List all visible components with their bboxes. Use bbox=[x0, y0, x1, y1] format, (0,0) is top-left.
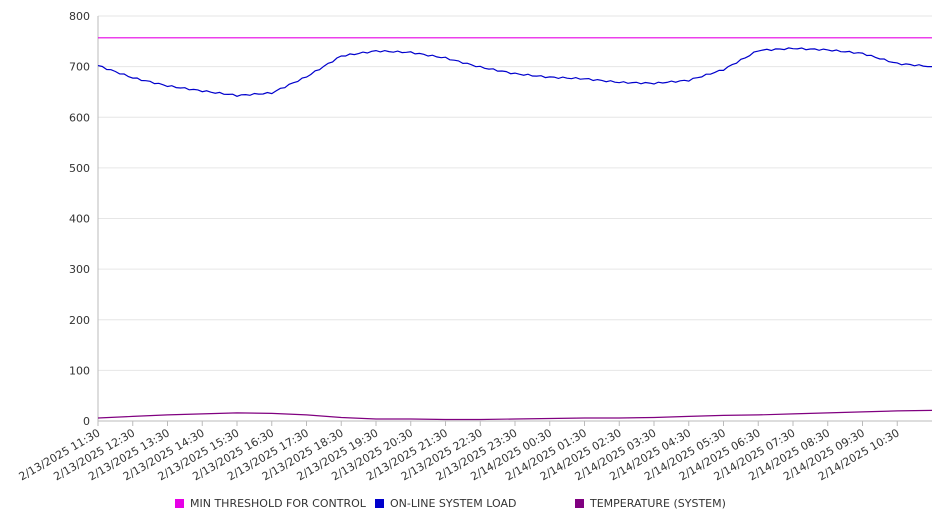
legend-item[interactable]: MIN THRESHOLD FOR CONTROL bbox=[175, 497, 366, 510]
y-tick-label: 700 bbox=[69, 61, 90, 74]
series-line-1 bbox=[97, 47, 932, 97]
legend-label: ON-LINE SYSTEM LOAD bbox=[390, 497, 517, 510]
y-tick-label: 500 bbox=[69, 162, 90, 175]
legend-swatch bbox=[575, 499, 584, 508]
y-tick-label: 800 bbox=[69, 10, 90, 23]
y-tick-label: 0 bbox=[83, 415, 90, 428]
y-tick-label: 200 bbox=[69, 314, 90, 327]
gridlines bbox=[98, 15, 932, 422]
y-tick-label: 600 bbox=[69, 111, 90, 124]
legend-item[interactable]: ON-LINE SYSTEM LOAD bbox=[375, 497, 516, 510]
axes bbox=[97, 16, 932, 426]
y-tick-label: 400 bbox=[69, 213, 90, 226]
legend-label: MIN THRESHOLD FOR CONTROL bbox=[190, 497, 366, 510]
y-tick-label: 100 bbox=[69, 364, 90, 377]
legend-label: TEMPERATURE (SYSTEM) bbox=[590, 497, 726, 510]
series-line-2 bbox=[97, 409, 933, 421]
legend-swatch bbox=[375, 499, 384, 508]
y-tick-label: 300 bbox=[69, 263, 90, 276]
legend-swatch bbox=[175, 499, 184, 508]
legend: MIN THRESHOLD FOR CONTROL ON-LINE SYSTEM … bbox=[0, 497, 946, 515]
x-tick-labels: 2/13/2025 11:302/13/2025 12:302/13/2025 … bbox=[17, 426, 902, 483]
legend-item[interactable]: TEMPERATURE (SYSTEM) bbox=[575, 497, 726, 510]
series-lines bbox=[97, 37, 933, 421]
y-tick-labels: 0 100 200 300 400 500 600 700 800 bbox=[69, 10, 90, 428]
